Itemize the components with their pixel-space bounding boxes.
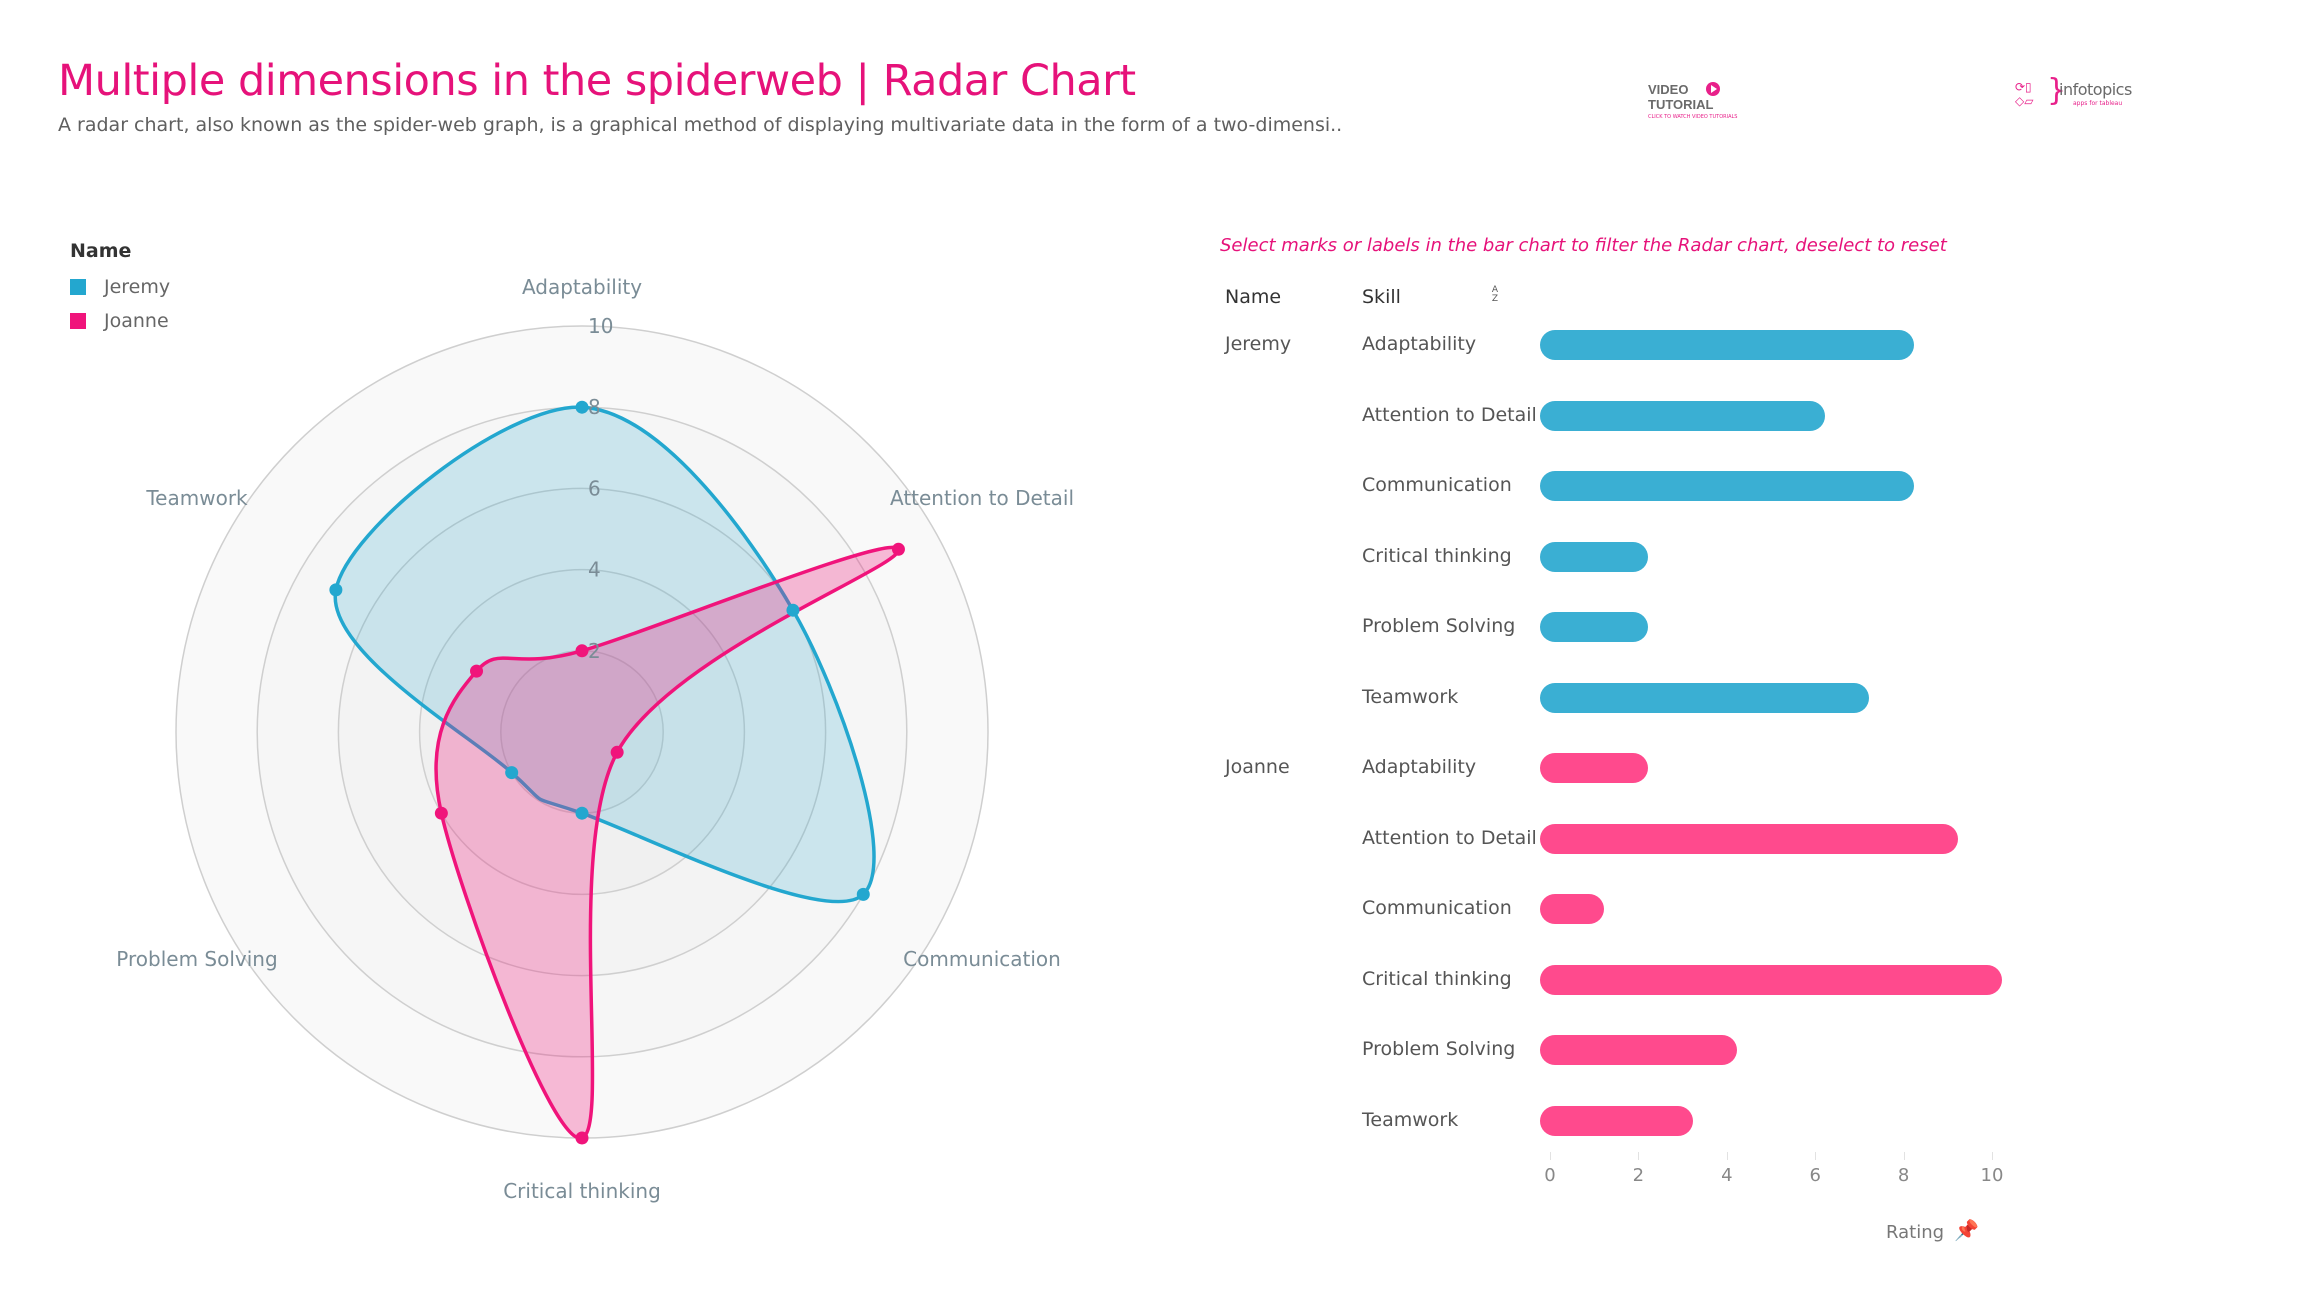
radar-point-joanne-teamwork [470, 664, 484, 678]
legend-label-joanne: Joanne [104, 310, 169, 332]
video-tutorial-line1: VIDEO [1648, 82, 1689, 97]
x-tick-mark-0 [1550, 1152, 1551, 1160]
radar-point-jeremy-problem-solving [505, 766, 519, 780]
bar-skill-label-joanne-adaptability[interactable]: Adaptability [1362, 756, 1477, 778]
bar-joanne-critical-thinking[interactable] [1540, 964, 2002, 995]
bar-joanne-problem-solving[interactable] [1540, 1035, 1737, 1065]
radar-point-joanne-critical-thinking [575, 1131, 589, 1145]
sort-az-icon[interactable]: A Z [1490, 286, 1500, 304]
bar-jeremy-teamwork[interactable] [1540, 682, 1870, 713]
legend-item-jeremy[interactable]: Jeremy [70, 270, 170, 304]
radar-point-jeremy-teamwork [329, 583, 343, 597]
radar-axis-label-problem-solving: Problem Solving [116, 947, 277, 971]
bar-jeremy-problem-solving[interactable] [1540, 612, 1649, 642]
bar-jeremy-attention-to-detail[interactable] [1540, 400, 1826, 431]
radar-point-joanne-communication [610, 745, 624, 759]
radar-point-jeremy-communication [856, 887, 870, 901]
column-header-name: Name [1225, 286, 1282, 308]
bar-jeremy-communication[interactable] [1540, 471, 1914, 501]
bar-skill-label-joanne-critical-thinking[interactable]: Critical thinking [1362, 967, 1512, 990]
bar-skill-label-joanne-communication[interactable]: Communication [1362, 897, 1512, 919]
bar-skill-label-jeremy-problem-solving[interactable]: Problem Solving [1362, 615, 1516, 637]
video-tutorial-link[interactable]: VIDEO TUTORIAL CLICK TO WATCH VIDEO TUTO… [1648, 82, 1768, 130]
radar-legend: Name Jeremy Joanne [70, 240, 170, 338]
x-tick-label-0: 0 [1544, 1165, 1556, 1186]
x-tick-label-6: 6 [1809, 1165, 1821, 1186]
radar-point-joanne-attention-to-detail [891, 542, 905, 556]
radar-axis-label-adaptability: Adaptability [522, 275, 642, 299]
radar-ring-label-2: 2 [588, 639, 601, 663]
x-axis-title: Rating [1886, 1222, 1945, 1243]
radar-ring-label-6: 6 [588, 476, 601, 500]
x-tick-label-8: 8 [1897, 1165, 1910, 1186]
bar-jeremy-critical-thinking[interactable] [1540, 541, 1649, 572]
bar-joanne-communication[interactable] [1540, 894, 1605, 924]
radar-point-jeremy-attention-to-detail [786, 603, 800, 617]
brand-name: infotopics [2059, 80, 2132, 99]
sort-icon-bottom: Z [1491, 294, 1499, 304]
x-tick-label-10: 10 [1980, 1165, 2004, 1186]
radar-ring-label-4: 4 [588, 558, 601, 582]
bar-jeremy-adaptability[interactable] [1540, 330, 1914, 360]
radar-point-joanne-adaptability [575, 644, 589, 658]
x-tick-label-4: 4 [1721, 1165, 1733, 1186]
x-tick-mark-6 [1815, 1152, 1817, 1160]
bar-skill-label-joanne-attention-to-detail[interactable]: Attention to Detail [1362, 826, 1537, 849]
play-circle-icon [1706, 82, 1720, 96]
bar-group-label-joanne[interactable]: Joanne [1225, 756, 1290, 778]
radar-axis-label-attention-to-detail: Attention to Detail [890, 486, 1074, 510]
brand-tagline: apps for tableau [2073, 100, 2123, 107]
sort-icon-top: A [1491, 285, 1499, 295]
bar-skill-label-jeremy-teamwork[interactable]: Teamwork [1362, 685, 1459, 708]
radar-ring-label-8: 8 [588, 395, 601, 419]
infotopics-logo[interactable]: ⟳▯ ◇▱ } infotopics apps for tableau [2015, 73, 2135, 122]
bar-skill-label-joanne-teamwork[interactable]: Teamwork [1362, 1108, 1459, 1131]
bar-skill-label-jeremy-adaptability[interactable]: Adaptability [1362, 333, 1477, 355]
chart-glyph-icon: ⟳▯ ◇▱ [2015, 80, 2034, 108]
video-tutorial-line2: TUTORIAL [1648, 97, 1714, 112]
pin-icon[interactable]: 📌 [1954, 1218, 1979, 1242]
bar-joanne-teamwork[interactable] [1540, 1105, 1693, 1136]
radar-axis-label-communication: Communication [903, 947, 1061, 971]
radar-point-joanne-problem-solving [434, 806, 448, 820]
video-tutorial-caption: CLICK TO WATCH VIDEO TUTORIALS [1648, 114, 1738, 120]
legend-title: Name [70, 240, 132, 262]
radar-axis-label-teamwork: Teamwork [145, 486, 248, 510]
column-header-skill: Skill [1362, 286, 1401, 308]
bar-joanne-attention-to-detail[interactable] [1540, 823, 1958, 854]
bar-skill-label-joanne-problem-solving[interactable]: Problem Solving [1362, 1038, 1516, 1060]
radar-point-jeremy-critical-thinking [575, 806, 589, 820]
legend-label-jeremy: Jeremy [104, 276, 171, 298]
legend-swatch-jeremy [70, 279, 86, 295]
x-tick-mark-4 [1726, 1152, 1728, 1160]
legend-item-joanne[interactable]: Joanne [70, 304, 170, 338]
bar-skill-label-jeremy-critical-thinking[interactable]: Critical thinking [1362, 544, 1512, 567]
bar-skill-label-jeremy-attention-to-detail[interactable]: Attention to Detail [1362, 403, 1537, 426]
x-tick-label-2: 2 [1632, 1165, 1645, 1186]
bar-group-label-jeremy[interactable]: Jeremy [1225, 333, 1292, 355]
dashboard-subtitle: A radar chart, also known as the spider-… [58, 114, 1343, 136]
filter-instruction: Select marks or labels in the bar chart … [1220, 235, 1947, 256]
legend-swatch-joanne [70, 313, 86, 329]
radar-axis-label-critical-thinking: Critical thinking [503, 1179, 661, 1203]
bar-skill-label-jeremy-communication[interactable]: Communication [1362, 474, 1512, 496]
radar-ring-label-10: 10 [588, 314, 613, 338]
x-tick-mark-2 [1638, 1152, 1640, 1160]
brace-icon: } [2047, 73, 2067, 108]
bar-joanne-adaptability[interactable] [1540, 753, 1649, 783]
x-tick-mark-8 [1903, 1152, 1905, 1160]
radar-point-jeremy-adaptability [575, 400, 589, 414]
dashboard-title: Multiple dimensions in the spiderweb | R… [58, 56, 1136, 106]
x-tick-mark-10 [1992, 1152, 1993, 1160]
radar-chart: 2 4 6 8 10 Adaptability Attention to Detail Com… [116, 275, 1074, 1203]
